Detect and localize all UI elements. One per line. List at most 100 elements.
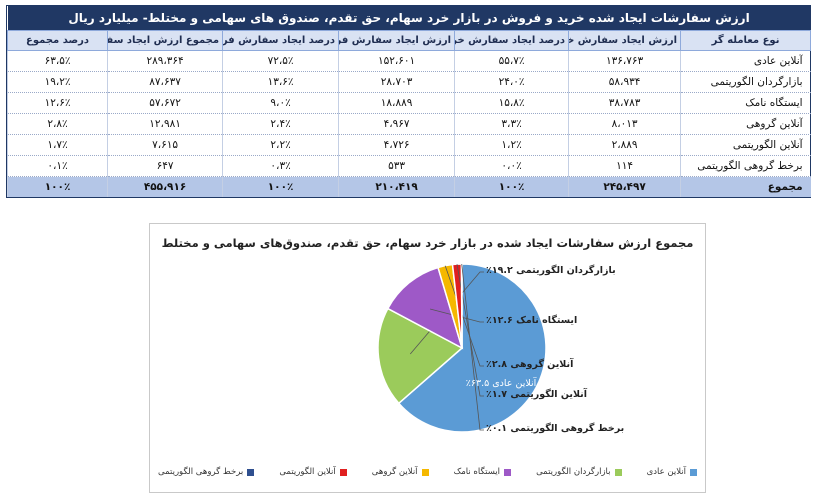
chart-legend: آنلاین عادی بازارگردان الگوریتمی ایستگاه ن… [158,467,697,477]
table-cell: ۱۹،۲٪ [6,71,108,93]
leader-line [429,308,484,323]
table-row: ایستگاه نامک ۳۸،۷۸۳ ۱۵،۸٪ ۱۸،۸۸۹ ۹،۰٪ ۵۷،۶۷۲ ۱… [6,92,811,114]
table-cell: ۰،۰٪ [454,155,569,177]
table-cell: ۴،۹۶۷ [338,113,455,135]
column-header: درصد ایجاد سفارش خرید [454,30,570,51]
table-cell: ۵۷،۶۷۲ [107,92,223,114]
table-cell: ۱۸،۸۸۹ [338,92,455,114]
pie-slice [397,263,547,433]
table-row: برخط گروهی الگوریتمی ۱۱۴ ۰،۰٪ ۵۳۳ ۰،۳٪ ۶۴۷ ۰،۱… [6,155,811,177]
row-label: آنلاین گروهی [680,113,811,135]
legend-swatch [504,468,512,476]
pie-slice [460,263,463,349]
table-cell: ۸۷،۶۳۷ [107,71,223,93]
pie-slice [377,307,464,405]
table-cell: ۲،۸٪ [6,113,108,135]
table-cell: ۱،۲٪ [454,134,569,156]
legend-swatch [247,468,255,476]
pie-chart-panel: مجموع ارزش سفارشات ایجاد شده در بازار خر… [149,223,706,493]
legend-swatch [339,468,347,476]
table-cell: ۲۴،۰٪ [454,71,569,93]
table-cell: ۱۳۶،۷۶۳ [568,50,681,72]
table-cell: ۱۲،۶٪ [6,92,108,114]
legend-label: برخط گروهی الگوریتمی [158,467,244,477]
table-cell: ۲۴۵،۴۹۷ [568,176,681,197]
table-cell: ۱۰۰٪ [454,176,569,197]
leader-line [461,263,484,431]
column-header: درصد مجموع [6,30,109,51]
pie-chart [377,263,547,433]
legend-label: آنلاین گروهی [371,467,418,477]
table-cell: ۰،۳٪ [222,155,339,177]
legend-label: بازارگردان الگوریتمی [536,467,611,477]
legend-label: آنلاین عادی [646,467,686,477]
row-label: بازارگردان الگوریتمی [680,71,811,93]
table-cell: ۱۰۰٪ [6,176,108,197]
slice-data-label: ایستگاه نامک ۱۲.۶٪ [486,315,578,326]
table-cell: ۶۳،۵٪ [6,50,108,72]
column-header: مجموع ارزش ایجاد سفارش [107,30,224,51]
leader-line [456,264,484,397]
legend-item: آنلاین الگوریتمی [279,467,347,477]
table-cell: ۲،۲٪ [222,134,339,156]
table-title: ارزش سفارشات ایجاد شده خرید و فروش در با… [7,6,811,31]
table-cell: ۳۸،۷۸۳ [568,92,681,114]
table-cell: ۱۱۴ [568,155,681,177]
table-cell: ۱۵،۸٪ [454,92,569,114]
table-cell: ۱۳،۶٪ [222,71,339,93]
legend-item: آنلاین عادی [647,467,697,477]
row-label: آنلاین الگوریتمی [680,134,811,156]
table-cell: ۵۸،۹۳۴ [568,71,681,93]
table-cell: ۵۵،۷٪ [454,50,569,72]
orders-table-container: ارزش سفارشات ایجاد شده خرید و فروش در با… [6,5,812,198]
legend-swatch [614,468,622,476]
legend-label: ایستگاه نامک [453,467,501,477]
row-label: آنلاین عادی [680,50,811,72]
orders-table: ارزش سفارشات ایجاد شده خرید و فروش در با… [6,6,812,197]
legend-item: ایستگاه نامک [453,467,512,477]
table-row: آنلاین عادی ۱۳۶،۷۶۳ ۵۵،۷٪ ۱۵۲،۶۰۱ ۷۲،۵٪ ۲۸۹،۳… [6,50,811,72]
table-cell: ۲۱۰،۴۱۹ [338,176,455,197]
table-cell: ۱۲،۹۸۱ [107,113,223,135]
table-total-row: مجموع ۲۴۵،۴۹۷ ۱۰۰٪ ۲۱۰،۴۱۹ ۱۰۰٪ ۴۵۵،۹۱۶ ۱۰۰٪ [6,176,811,197]
row-label: برخط گروهی الگوریتمی [680,155,811,177]
table-cell: ۲۸،۷۰۳ [338,71,455,93]
table-cell: ۶۴۷ [107,155,223,177]
table-cell: ۴۵۵،۹۱۶ [107,176,223,197]
table-cell: ۵۳۳ [338,155,455,177]
legend-item: آنلاین گروهی [372,467,429,477]
column-header: نوع معامله گر [680,30,812,51]
legend-item: برخط گروهی الگوریتمی [158,467,255,477]
table-row: آنلاین گروهی ۸،۰۱۳ ۳،۳٪ ۴،۹۶۷ ۲،۴٪ ۱۲،۹۸۱ ۲،۸٪ [6,113,811,135]
table-cell: ۳،۳٪ [454,113,569,135]
legend-swatch [421,468,429,476]
column-header: ارزش ایجاد سفارش خرید [568,30,682,51]
table-row: بازارگردان الگوریتمی ۵۸،۹۳۴ ۲۴،۰٪ ۲۸،۷۰۳ ۱۳،… [6,71,811,93]
slice-data-label: آنلاین گروهی ۲.۸٪ [486,359,574,370]
slice-data-label: بازارگردان الگوریتمی ۱۹.۲٪ [486,265,616,276]
table-cell: ۸،۰۱۳ [568,113,681,135]
legend-item: بازارگردان الگوریتمی [536,467,622,477]
row-label: مجموع [680,176,811,197]
slice-data-label: آنلاین الگوریتمی ۱.۷٪ [486,389,587,400]
legend-swatch [690,468,697,476]
table-cell: ۱۵۲،۶۰۱ [338,50,455,72]
table-cell: ۲،۴٪ [222,113,339,135]
table-cell: ۷،۶۱۵ [107,134,223,156]
table-cell: ۲۸۹،۳۶۴ [107,50,223,72]
table-cell: ۷۲،۵٪ [222,50,339,72]
column-header: ارزش ایجاد سفارش فروش [338,30,456,51]
slice-data-label: برخط گروهی الگوریتمی ۰.۱٪ [486,423,625,434]
table-cell: ۰،۱٪ [6,155,108,177]
table-cell: ۹،۰٪ [222,92,339,114]
table-body: آنلاین عادی ۱۳۶،۷۶۳ ۵۵،۷٪ ۱۵۲،۶۰۱ ۷۲،۵٪ ۲۸۹،۳… [6,50,811,197]
table-cell: ۱،۷٪ [6,134,108,156]
table-cell: ۴،۷۲۶ [338,134,455,156]
slice-data-label: آنلاین عادی ۶۳.۵٪ [465,378,537,390]
table-row: آنلاین الگوریتمی ۲،۸۸۹ ۱،۲٪ ۴،۷۲۶ ۲،۲٪ ۷،۶۱۵ ۱… [6,134,811,156]
row-label: ایستگاه نامک [680,92,811,114]
column-header: درصد ایجاد سفارش فروش [222,30,340,51]
legend-label: آنلاین الگوریتمی [279,467,336,477]
chart-title: مجموع ارزش سفارشات ایجاد شده در بازار خر… [161,236,694,250]
